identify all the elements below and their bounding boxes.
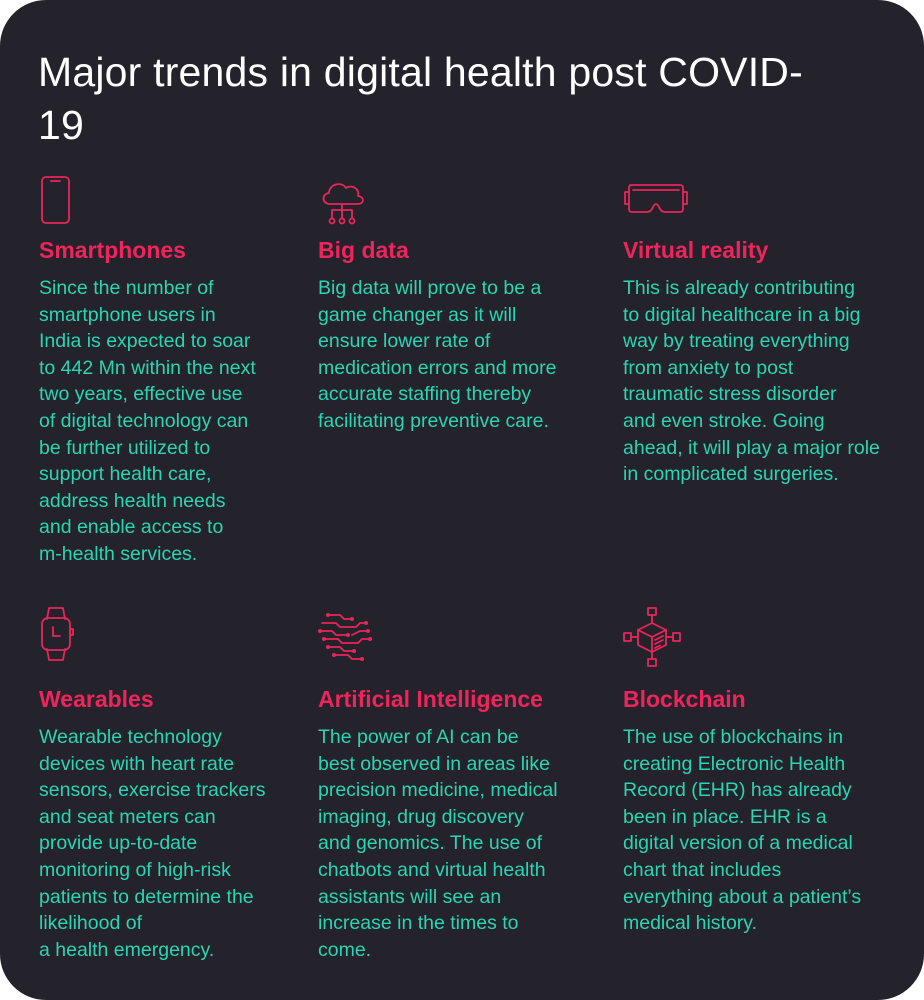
trend-body: Wearable technology devices with heart r… [39, 726, 266, 961]
smartphone-icon [39, 176, 89, 226]
trend-heading: Big data [318, 237, 409, 263]
blockchain-cube-icon [623, 607, 681, 667]
trend-heading: Wearables [39, 686, 154, 712]
trend-heading: Virtual reality [623, 237, 769, 263]
cloud-network-icon [318, 176, 368, 226]
trend-body: This is already contributing to digital … [623, 277, 880, 486]
trend-body: The use of blockchains in creating Elect… [623, 726, 862, 935]
trend-heading: Smartphones [39, 237, 186, 263]
trend-body: Since the number of smartphone users in … [39, 277, 256, 565]
trend-heading: Artificial Intelligence [318, 686, 543, 712]
page-title: Major trends in digital health post COVI… [38, 49, 803, 148]
trend-body: Big data will prove to be a game changer… [318, 277, 557, 432]
vr-headset-icon [623, 176, 688, 226]
trend-heading: Blockchain [623, 686, 746, 712]
ai-circuit-brain-icon [318, 607, 372, 661]
smartwatch-icon [39, 607, 89, 661]
trend-body: The power of AI can be best observed in … [318, 726, 558, 961]
